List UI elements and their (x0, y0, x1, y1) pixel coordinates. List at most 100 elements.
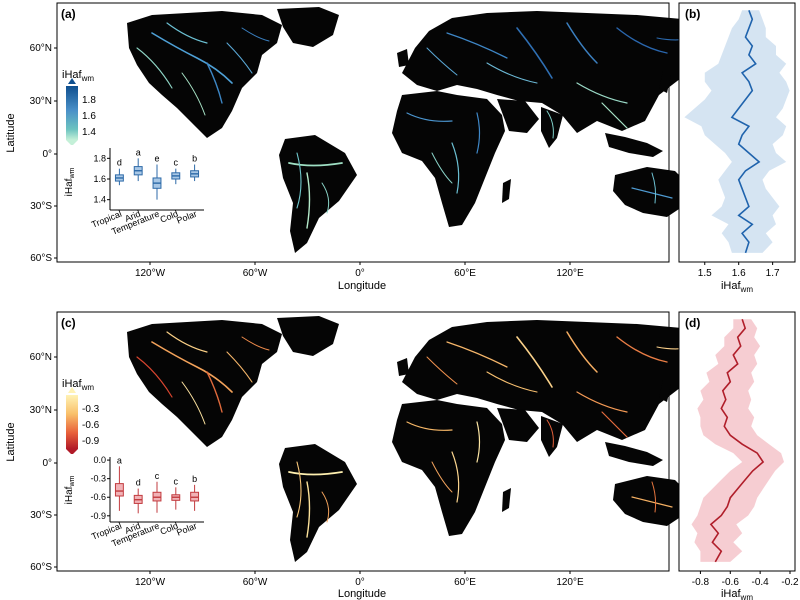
inset-c-ytick-3: -0.9 (90, 511, 106, 521)
map-a-xlabel: Longitude (338, 280, 386, 292)
map-c-xtick-60w: 60°W (243, 577, 268, 588)
inset-c-ytick-2: -0.6 (90, 492, 106, 502)
inset-c-ylabel: iHaf (64, 486, 75, 504)
map-a-ytick-60n: 60°N (30, 43, 52, 54)
map-a-ytick-60s: 60°S (30, 253, 52, 264)
profile-b-xtick-2: 1.7 (766, 268, 780, 279)
profile-b-xtick-0: 1.5 (698, 268, 712, 279)
profile-d-plot: -0.8 -0.6 -0.4 -0.2 (691, 319, 799, 588)
panel-a: (a) 60°N 30°N 0° 30°S 60°S 120°W 60°W 0°… (5, 2, 725, 292)
map-c-xlabel: Longitude (338, 588, 386, 600)
profile-b-ci-band (684, 10, 790, 253)
profile-b-xlabel-sub: wm (740, 285, 754, 294)
panel-b: (b) 1.5 1.6 1.7 iHafwm (678, 2, 796, 294)
map-c-x-ticks: 120°W 60°W 0° 60°E 120°E (135, 571, 584, 588)
legend-a-value-2: 1.4 (82, 127, 96, 138)
svg-text:iHafwm: iHafwm (62, 69, 94, 83)
legend-c-value-1: -0.6 (82, 420, 100, 431)
inset-a-letter-4: b (192, 154, 197, 164)
map-c-xtick-120w: 120°W (135, 577, 166, 588)
inset-c-letter-3: c (174, 476, 179, 486)
legend-a-value-1: 1.6 (82, 111, 96, 122)
profile-d-xlabel-sub: wm (740, 593, 754, 600)
inset-c-letter-2: c (155, 471, 160, 481)
inset-a-letter-2: e (154, 154, 159, 164)
map-a-xtick-120w: 120°W (135, 268, 166, 279)
legend-a-title-sub: wm (81, 74, 95, 83)
inset-c-letter-0: a (117, 455, 122, 465)
profile-d-xtick-1: -0.6 (722, 577, 740, 588)
inset-a-bg (61, 145, 209, 241)
map-a-xtick-60w: 60°W (243, 268, 268, 279)
legend-c-colorbar (66, 395, 78, 449)
map-a-xtick-60e: 60°E (454, 268, 476, 279)
inset-c-box-0 (114, 483, 124, 497)
profile-b-xtick-1: 1.6 (732, 268, 746, 279)
map-a-x-ticks: 120°W 60°W 0° 60°E 120°E (135, 262, 584, 279)
legend-a-value-0: 1.8 (82, 95, 96, 106)
svg-text:iHafwm: iHafwm (721, 588, 753, 600)
svg-text:iHafwm: iHafwm (64, 167, 76, 196)
profile-d-xtick-2: -0.4 (752, 577, 770, 588)
inset-c-ytick-0: 0.0 (93, 455, 106, 465)
map-a-xtick-0: 0° (355, 268, 365, 279)
legend-a-title: iHaf (62, 69, 83, 81)
inset-a-ytick-1: 1.6 (93, 174, 106, 184)
river-network-a (136, 22, 703, 229)
inset-c-ytick-1: -0.3 (90, 474, 106, 484)
svg-text:iHafwm: iHafwm (721, 280, 753, 294)
inset-a-letter-3: c (174, 158, 179, 168)
map-c-xtick-120e: 120°E (556, 577, 584, 588)
profile-d-xtick-3: -0.2 (781, 577, 799, 588)
map-land-a (127, 7, 725, 253)
panel-c: (c) 60°N 30°N 0° 30°S 60°S 120°W 60°W 0°… (5, 311, 725, 600)
panel-a-label: (a) (61, 7, 76, 21)
inset-a-ylabel-sub: wm (69, 167, 76, 179)
map-c-xtick-60e: 60°E (454, 577, 476, 588)
map-a-xtick-120e: 120°E (556, 268, 584, 279)
panel-d-label: (d) (685, 316, 700, 330)
map-a-ytick-0: 0° (42, 149, 52, 160)
profile-b-plot: 1.5 1.6 1.7 (684, 10, 790, 279)
inset-c-ylabel-sub: wm (69, 475, 76, 487)
legend-c: iHafwm -0.3 -0.6 -0.9 (62, 378, 100, 455)
map-c-ytick-0: 0° (42, 458, 52, 469)
inset-c-letter-4: b (192, 474, 197, 484)
map-land-c (127, 316, 725, 562)
map-c-ytick-30s: 30°S (30, 510, 52, 521)
profile-b-mean-line (730, 10, 761, 254)
legend-c-value-2: -0.9 (82, 436, 100, 447)
inset-c: iHafwm 0.0-0.3-0.6-0.9aTropicaldAridcTem… (61, 454, 209, 550)
legend-c-value-0: -0.3 (82, 404, 100, 415)
panel-b-label: (b) (685, 7, 700, 21)
profile-d-mean-line (709, 319, 765, 563)
profile-b-xlabel: iHaf (721, 280, 742, 292)
inset-a-ytick-2: 1.4 (93, 195, 106, 205)
map-a-y-ticks: 60°N 30°N 0° 30°S 60°S (30, 43, 57, 264)
inset-a: iHafwm 1.81.61.4dTropicalaArideTemperatu… (61, 145, 209, 241)
map-a-ytick-30s: 30°S (30, 201, 52, 212)
map-c-xtick-0: 0° (355, 577, 365, 588)
legend-c-title: iHaf (62, 378, 83, 390)
legend-a: iHafwm 1.8 1.6 1.4 (62, 69, 96, 146)
river-network-c (136, 331, 703, 538)
map-c-ylabel: Latitude (5, 422, 17, 461)
inset-c-letter-1: d (136, 478, 141, 488)
map-a-ytick-30n: 30°N (30, 96, 52, 107)
legend-c-title-sub: wm (81, 383, 95, 392)
inset-a-ytick-0: 1.8 (93, 153, 106, 163)
panel-d: (d) -0.8 -0.6 -0.4 -0.2 iHafwm (678, 311, 799, 600)
inset-a-letter-0: d (117, 158, 122, 168)
map-c-y-ticks: 60°N 30°N 0° 30°S 60°S (30, 352, 57, 573)
inset-a-letter-1: a (136, 147, 141, 157)
svg-text:iHafwm: iHafwm (64, 475, 76, 504)
panel-c-label: (c) (61, 316, 76, 330)
map-c-ytick-30n: 30°N (30, 405, 52, 416)
legend-a-colorbar (66, 86, 78, 140)
svg-text:iHafwm: iHafwm (62, 378, 94, 392)
map-c-ytick-60s: 60°S (30, 562, 52, 573)
map-a-ylabel: Latitude (5, 113, 17, 152)
profile-d-xtick-0: -0.8 (692, 577, 710, 588)
profile-d-xlabel: iHaf (721, 588, 742, 600)
